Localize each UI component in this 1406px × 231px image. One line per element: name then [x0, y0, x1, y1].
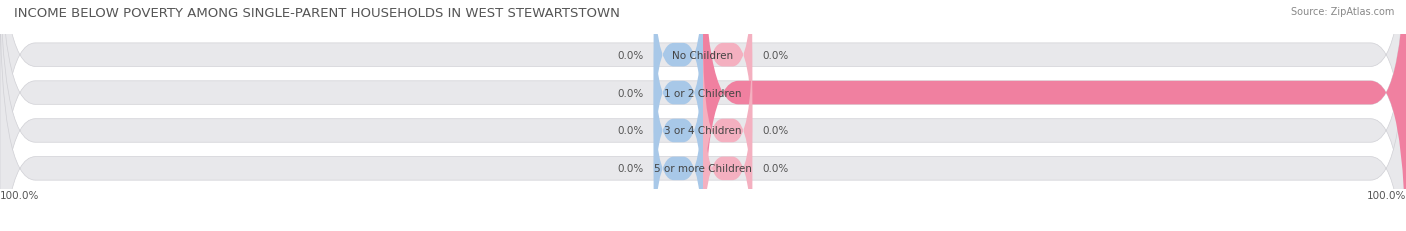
Text: 0.0%: 0.0%	[762, 50, 789, 60]
Text: INCOME BELOW POVERTY AMONG SINGLE-PARENT HOUSEHOLDS IN WEST STEWARTSTOWN: INCOME BELOW POVERTY AMONG SINGLE-PARENT…	[14, 7, 620, 20]
Text: 0.0%: 0.0%	[762, 164, 789, 174]
FancyBboxPatch shape	[654, 0, 703, 187]
Text: 100.0%: 100.0%	[0, 190, 39, 200]
Text: Source: ZipAtlas.com: Source: ZipAtlas.com	[1291, 7, 1395, 17]
Text: 0.0%: 0.0%	[762, 126, 789, 136]
Text: 0.0%: 0.0%	[617, 164, 644, 174]
Text: 0.0%: 0.0%	[617, 126, 644, 136]
FancyBboxPatch shape	[703, 37, 752, 225]
FancyBboxPatch shape	[703, 0, 752, 149]
FancyBboxPatch shape	[654, 75, 703, 231]
FancyBboxPatch shape	[654, 37, 703, 225]
FancyBboxPatch shape	[703, 75, 752, 231]
FancyBboxPatch shape	[703, 0, 1406, 231]
Text: 5 or more Children: 5 or more Children	[654, 164, 752, 174]
Text: 0.0%: 0.0%	[617, 88, 644, 98]
Text: 100.0%: 100.0%	[1367, 190, 1406, 200]
FancyBboxPatch shape	[654, 0, 703, 149]
Text: 1 or 2 Children: 1 or 2 Children	[664, 88, 742, 98]
Text: 3 or 4 Children: 3 or 4 Children	[664, 126, 742, 136]
Text: 0.0%: 0.0%	[617, 50, 644, 60]
Text: No Children: No Children	[672, 50, 734, 60]
